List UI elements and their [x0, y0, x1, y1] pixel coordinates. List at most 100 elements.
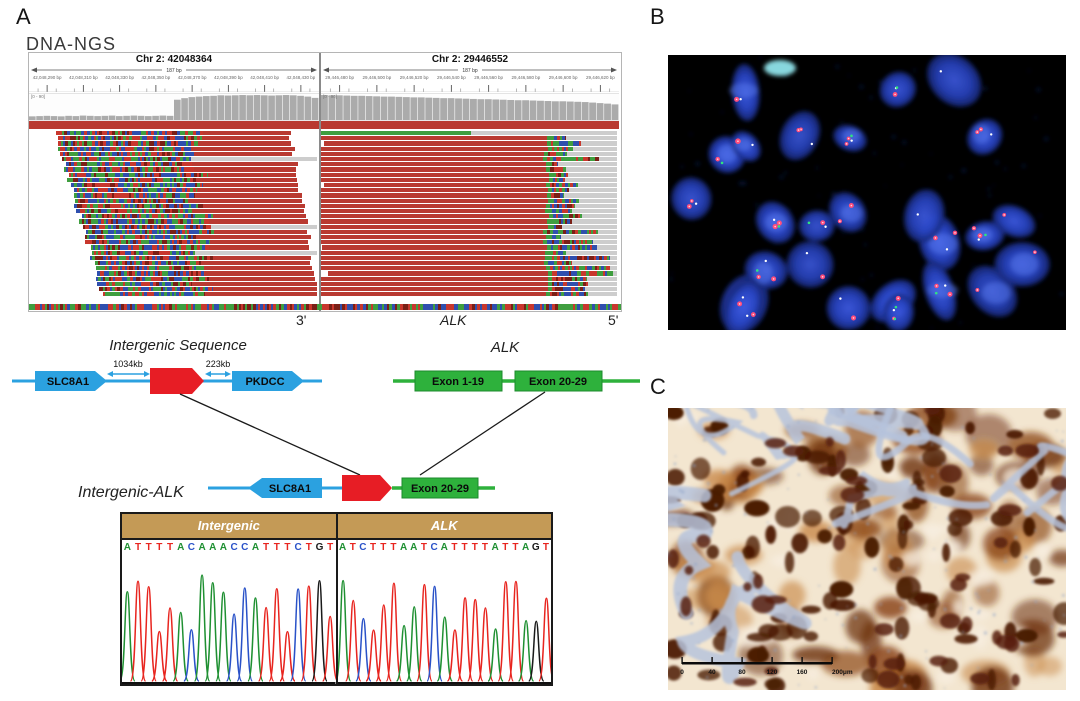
read-row: [29, 250, 319, 255]
scale-bar-label: 160: [797, 669, 808, 676]
base-letter: A: [177, 542, 185, 553]
base-letter: C: [294, 542, 302, 553]
base-letter: A: [251, 542, 260, 553]
read-row: [29, 235, 319, 240]
alk-exon1-19-label: Exon 1-19: [432, 376, 484, 388]
pkdcc-gene-arrow: [232, 371, 304, 391]
fish-signal-layer: [686, 70, 1037, 321]
base-letter: A: [399, 542, 408, 553]
read-row: [321, 146, 619, 151]
fusion-product-label: Intergenic-ALK: [78, 484, 185, 501]
igv-right-tick-marks: [321, 85, 619, 92]
read-row: [29, 203, 319, 209]
base-letter: T: [380, 542, 387, 553]
read-row: [321, 193, 619, 198]
read-row: [29, 177, 319, 183]
read-row: [321, 229, 619, 235]
read-row: [29, 157, 319, 162]
base-letter: T: [327, 542, 334, 553]
alk-gene-title: ALK: [490, 339, 520, 356]
base-letter: C: [230, 542, 238, 553]
scale-bar-label: 120: [767, 669, 778, 676]
base-letter: T: [349, 542, 356, 553]
base-letter: T: [420, 542, 427, 553]
read-row: [29, 131, 319, 136]
base-letter: T: [166, 542, 174, 553]
read-row: [321, 276, 619, 281]
read-row: [29, 255, 319, 261]
base-letter: G: [531, 542, 540, 553]
tick-label: 29,446,560 bp: [474, 75, 504, 80]
igv-left-reads: [29, 131, 319, 299]
read-row: [29, 276, 319, 281]
igv-right-span-ruler: 187 bp: [323, 66, 617, 74]
read-row: [321, 136, 619, 141]
strand-3prime-label: 3': [296, 312, 307, 328]
read-row: [29, 167, 319, 172]
sanger-alk-trace: [337, 556, 551, 684]
tick-label: 42,048,370 bp: [177, 75, 207, 80]
read-row: [321, 157, 619, 162]
alk-exon20-29-label: Exon 20-29: [529, 376, 587, 388]
base-letter: A: [198, 542, 206, 553]
read-row: [29, 245, 319, 250]
base-letter: T: [512, 542, 519, 553]
igv-left-junction-band: [29, 121, 319, 129]
base-letter: T: [502, 542, 509, 553]
base-letter: T: [471, 542, 478, 553]
read-row: [321, 266, 619, 271]
svg-text:187 bp: 187 bp: [462, 68, 478, 74]
scale-bar-label: 200μm: [832, 669, 853, 676]
read-row: [29, 193, 319, 198]
tick-label: 29,446,480 bp: [325, 75, 355, 80]
base-letter: T: [451, 542, 458, 553]
svg-text:187 bp: 187 bp: [166, 68, 182, 74]
read-row: [29, 183, 319, 188]
base-letter: T: [263, 542, 270, 553]
read-row: [321, 198, 619, 203]
ihc-stroma-layer: [668, 408, 1066, 689]
base-letter: T: [145, 542, 152, 553]
igv-left-span-ruler: 187 bp: [31, 66, 317, 74]
base-letter: A: [410, 542, 418, 553]
read-row: [321, 287, 619, 292]
distance-223kb-arrow: 223kb: [205, 359, 231, 377]
read-row: [29, 266, 319, 271]
svg-text:223kb: 223kb: [206, 359, 231, 369]
read-row: [29, 141, 319, 146]
base-letter: A: [219, 542, 228, 553]
read-row: [29, 136, 319, 141]
scale-bar: 0 40 80 120 160 200μm: [680, 657, 853, 676]
base-letter: T: [542, 542, 549, 553]
base-letter: T: [156, 542, 163, 553]
sanger-intergenic-header: Intergenic: [122, 514, 336, 540]
base-letter: T: [481, 542, 488, 553]
igv-right-title: Chr 2: 29446552: [431, 54, 509, 65]
base-letter: C: [359, 542, 367, 553]
read-row: [29, 229, 319, 235]
intergenic-sequence-title: Intergenic Sequence: [109, 337, 247, 354]
fusion-exon20-29-label: Exon 20-29: [411, 483, 469, 495]
intergenic-region-arrow: [150, 368, 204, 394]
tick-label: 42,048,290 bp: [32, 75, 62, 80]
read-row: [321, 224, 619, 229]
igv-left-tick-labels: 42,048,290 bp 42,048,310 bp 42,048,330 bp 4…: [29, 75, 319, 83]
read-row: [321, 219, 619, 224]
read-row: [321, 141, 619, 146]
sanger-intergenic-trace: [122, 556, 336, 684]
ihc-tissue-top-layer: [668, 408, 1066, 689]
igv-left-coverage-range: [0 - 90]: [31, 94, 46, 99]
read-row: [321, 250, 619, 255]
read-row: [29, 151, 319, 157]
panel-a-label: A: [16, 4, 31, 29]
base-letter: A: [521, 542, 530, 553]
read-row: [29, 172, 319, 177]
read-row: [321, 281, 619, 287]
read-row: [29, 281, 319, 287]
base-letter: A: [491, 542, 499, 553]
svg-text:1034kb: 1034kb: [113, 359, 143, 369]
alk-exon20-29-box: [514, 370, 603, 392]
fusion-slc8a1-arrow: [248, 478, 322, 498]
